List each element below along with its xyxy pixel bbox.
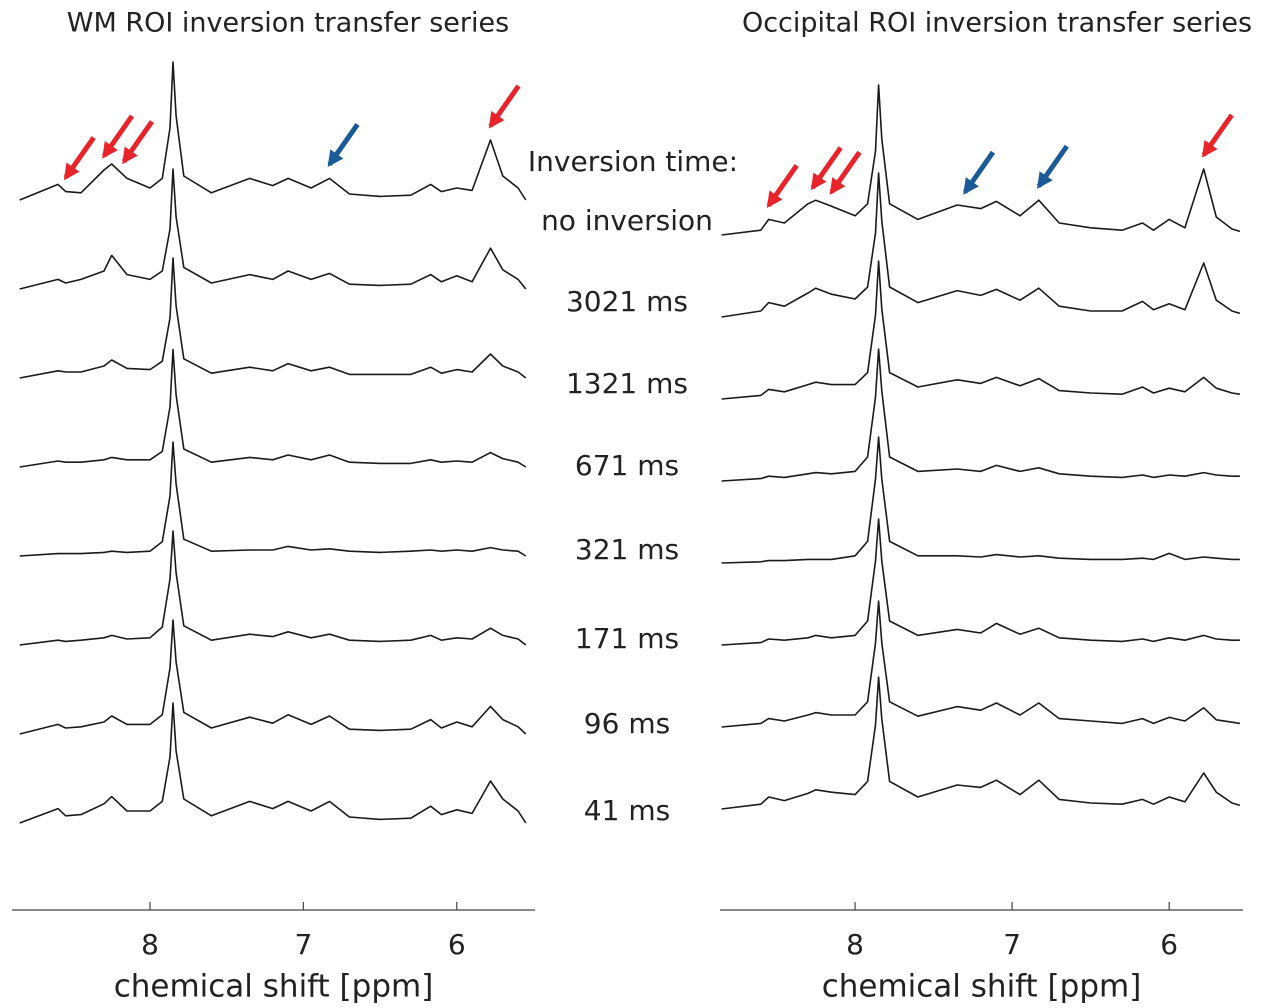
x-axis-label: chemical shift [ppm] — [114, 969, 434, 1005]
spectrum — [19, 441, 527, 557]
chart-title: WM ROI inversion transfer series — [67, 8, 509, 39]
spectrum — [721, 518, 1240, 646]
spectrum — [721, 84, 1241, 236]
peak-arrow — [63, 136, 96, 181]
peak-arrow — [121, 120, 155, 165]
inversion-time-label: 321 ms — [575, 533, 679, 566]
spectrum — [19, 257, 527, 379]
peak-arrow — [810, 146, 843, 191]
inversion-time-label: 3021 ms — [566, 285, 688, 318]
peak-arrow — [1036, 144, 1069, 189]
inversion-time-label: no inversion — [541, 204, 713, 237]
spectrum — [721, 260, 1241, 400]
x-tick-label: 7 — [294, 928, 312, 961]
x-axis-label: chemical shift [ppm] — [822, 969, 1142, 1005]
peak-arrow — [962, 150, 996, 195]
x-tick-label: 8 — [141, 928, 159, 961]
spectrum — [721, 436, 1240, 564]
spectrum — [19, 61, 527, 201]
spectrum — [19, 702, 527, 824]
peak-arrow — [1201, 113, 1234, 158]
spectrum — [19, 619, 527, 735]
spectrum — [19, 530, 527, 646]
peak-arrow — [488, 84, 521, 129]
x-tick-label: 6 — [1160, 928, 1178, 961]
inversion-time-label: 96 ms — [584, 707, 670, 740]
x-tick-label: 7 — [1003, 928, 1021, 961]
peak-arrow — [829, 150, 862, 195]
spectrum — [721, 600, 1241, 728]
spectrum — [19, 168, 527, 290]
spectrum — [721, 348, 1240, 482]
spectrum — [721, 676, 1241, 810]
spectrum — [19, 348, 527, 468]
inversion-time-label: 171 ms — [575, 622, 679, 655]
inversion-time-label: 41 ms — [584, 794, 670, 827]
peak-arrow — [766, 163, 799, 209]
inversion-time-label: 671 ms — [575, 449, 679, 482]
x-tick-label: 6 — [448, 928, 466, 961]
peak-arrow — [101, 114, 135, 159]
annotation: Inversion time: — [528, 145, 738, 178]
inversion-time-label: 1321 ms — [566, 367, 688, 400]
chart-title: Occipital ROI inversion transfer series — [742, 8, 1252, 39]
x-tick-label: 8 — [846, 928, 864, 961]
spectrum — [721, 172, 1241, 318]
peak-arrow — [327, 122, 360, 168]
